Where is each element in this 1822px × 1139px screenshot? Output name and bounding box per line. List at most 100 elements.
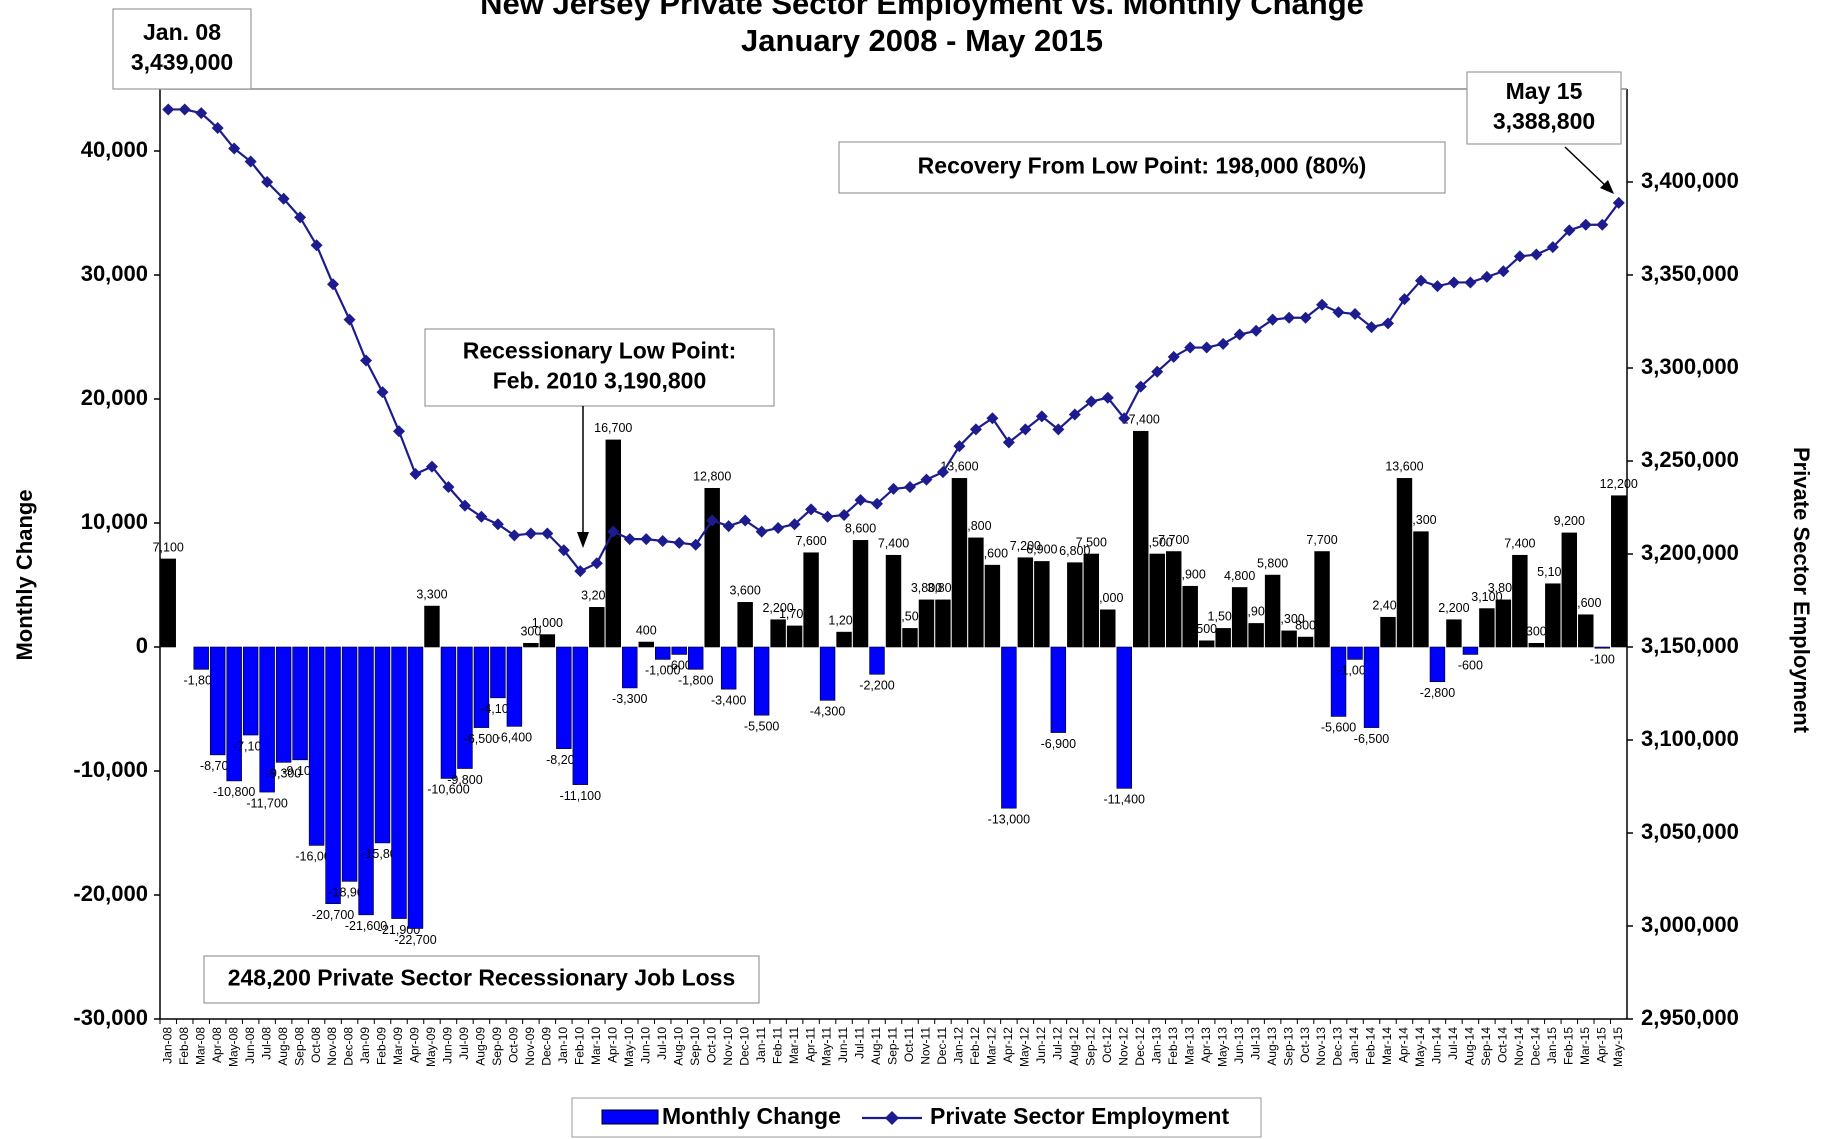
bar-value-label: 9,300 <box>1405 513 1436 527</box>
bar-value-label: -6,900 <box>1041 737 1076 751</box>
x-tick-label: Mar-10 <box>589 1027 603 1065</box>
annotation-box <box>424 328 775 407</box>
bar-value-label: -20,700 <box>312 908 354 922</box>
bar <box>1413 531 1429 648</box>
bar-value-label: 7,400 <box>1504 537 1535 551</box>
x-tick-label: May-14 <box>1413 1027 1427 1067</box>
x-tick-label: Apr-09 <box>408 1027 422 1063</box>
legend-label: Monthly Change <box>662 1103 841 1129</box>
employment-marker <box>936 466 949 479</box>
annotation-text: 3,439,000 <box>131 49 233 75</box>
bar-value-label: 6,900 <box>1026 543 1057 557</box>
bar <box>209 646 226 756</box>
bar <box>1462 646 1479 655</box>
bar-value-label: -9,300 <box>266 767 301 781</box>
bar-value-label: 400 <box>636 623 657 637</box>
bar <box>1578 614 1594 648</box>
bar <box>226 646 242 782</box>
bar-value-label: 3,800 <box>911 581 942 595</box>
employment-marker <box>1151 365 1164 378</box>
bar <box>1215 628 1231 648</box>
bar-value-label: -6,500 <box>1354 732 1389 746</box>
bar <box>1479 608 1495 648</box>
employment-marker <box>491 518 504 531</box>
bar <box>622 646 638 689</box>
x-tick-label: Mar-14 <box>1380 1027 1394 1065</box>
x-tick-label: Aug-10 <box>671 1027 685 1066</box>
employment-marker <box>360 354 373 367</box>
y2-tick-label: 3,050,000 <box>1641 819 1739 844</box>
annotation-box <box>1466 71 1622 145</box>
y2-tick-label: 3,100,000 <box>1641 726 1739 751</box>
x-tick-label: Feb-11 <box>770 1027 784 1064</box>
x-tick-label: Jan-15 <box>1545 1027 1559 1064</box>
bar-value-label: -600 <box>667 659 692 673</box>
bar <box>440 646 457 779</box>
x-tick-label: Jun-08 <box>243 1027 257 1064</box>
y2-tick-label: 3,250,000 <box>1641 447 1739 472</box>
employment-marker <box>805 503 818 516</box>
bar <box>704 487 720 648</box>
bar-value-label: 1,500 <box>1208 610 1239 624</box>
bar <box>193 646 209 670</box>
bar-value-label: -22,700 <box>394 933 436 947</box>
bar-value-label: 6,600 <box>977 546 1008 560</box>
x-tick-label: Mar-15 <box>1578 1027 1592 1065</box>
bar <box>1248 623 1264 648</box>
y2-axis-label: Private Sector Employment <box>1789 447 1814 734</box>
employment-marker <box>903 481 916 494</box>
bar <box>951 478 968 648</box>
bar <box>968 537 984 648</box>
employment-marker <box>1464 276 1477 289</box>
x-tick-label: Jul-13 <box>1248 1027 1262 1060</box>
chart-subtitle: January 2008 - May 2015 <box>741 23 1103 58</box>
employment-marker <box>854 494 867 507</box>
employment-marker <box>1530 248 1543 261</box>
employment-marker <box>1068 408 1081 421</box>
bar <box>737 602 753 648</box>
employment-marker <box>1447 276 1460 289</box>
annotation-box <box>112 8 252 90</box>
employment-marker <box>1299 311 1312 324</box>
bar <box>1050 646 1067 733</box>
bar <box>902 628 918 648</box>
bar <box>1017 557 1034 648</box>
x-tick-label: Jul-11 <box>853 1027 867 1059</box>
employment-marker <box>211 122 224 135</box>
bar <box>259 646 275 793</box>
bar-value-label: 800 <box>1295 618 1316 632</box>
bar-value-label: 7,700 <box>1158 533 1189 547</box>
employment-marker <box>1497 265 1510 278</box>
bar <box>753 646 770 716</box>
bar <box>275 646 292 763</box>
bar-value-label: -11,100 <box>560 789 602 803</box>
x-tick-label: Jun-11 <box>836 1027 850 1063</box>
bar <box>803 552 819 648</box>
employment-marker <box>1349 308 1362 321</box>
bar <box>1314 551 1330 648</box>
bar <box>358 646 374 916</box>
bar-value-label: 1,200 <box>828 613 859 627</box>
x-tick-label: May-09 <box>424 1027 438 1067</box>
bar <box>490 646 506 699</box>
bar <box>720 646 737 690</box>
x-tick-label: Dec-11 <box>935 1027 949 1065</box>
employment-marker <box>656 534 669 547</box>
bar-value-label: 4,900 <box>1175 568 1206 582</box>
y2-tick-label: 3,200,000 <box>1641 540 1739 565</box>
bar <box>1330 646 1347 717</box>
bar-value-label: 16,700 <box>594 421 632 435</box>
bar <box>687 646 704 670</box>
x-tick-label: Jul-08 <box>259 1027 273 1060</box>
x-tick-label: May-10 <box>622 1027 636 1067</box>
y2-tick-label: 3,400,000 <box>1641 168 1739 193</box>
employment-marker <box>228 142 241 155</box>
bar <box>1347 646 1363 660</box>
employment-marker <box>541 527 554 540</box>
employment-marker <box>1200 341 1213 354</box>
bar <box>473 646 490 728</box>
x-tick-label: Jan-12 <box>952 1027 966 1064</box>
employment-marker <box>162 103 175 116</box>
x-tick-label: Oct-09 <box>507 1027 521 1063</box>
x-tick-label: Jul-12 <box>1051 1027 1065 1060</box>
